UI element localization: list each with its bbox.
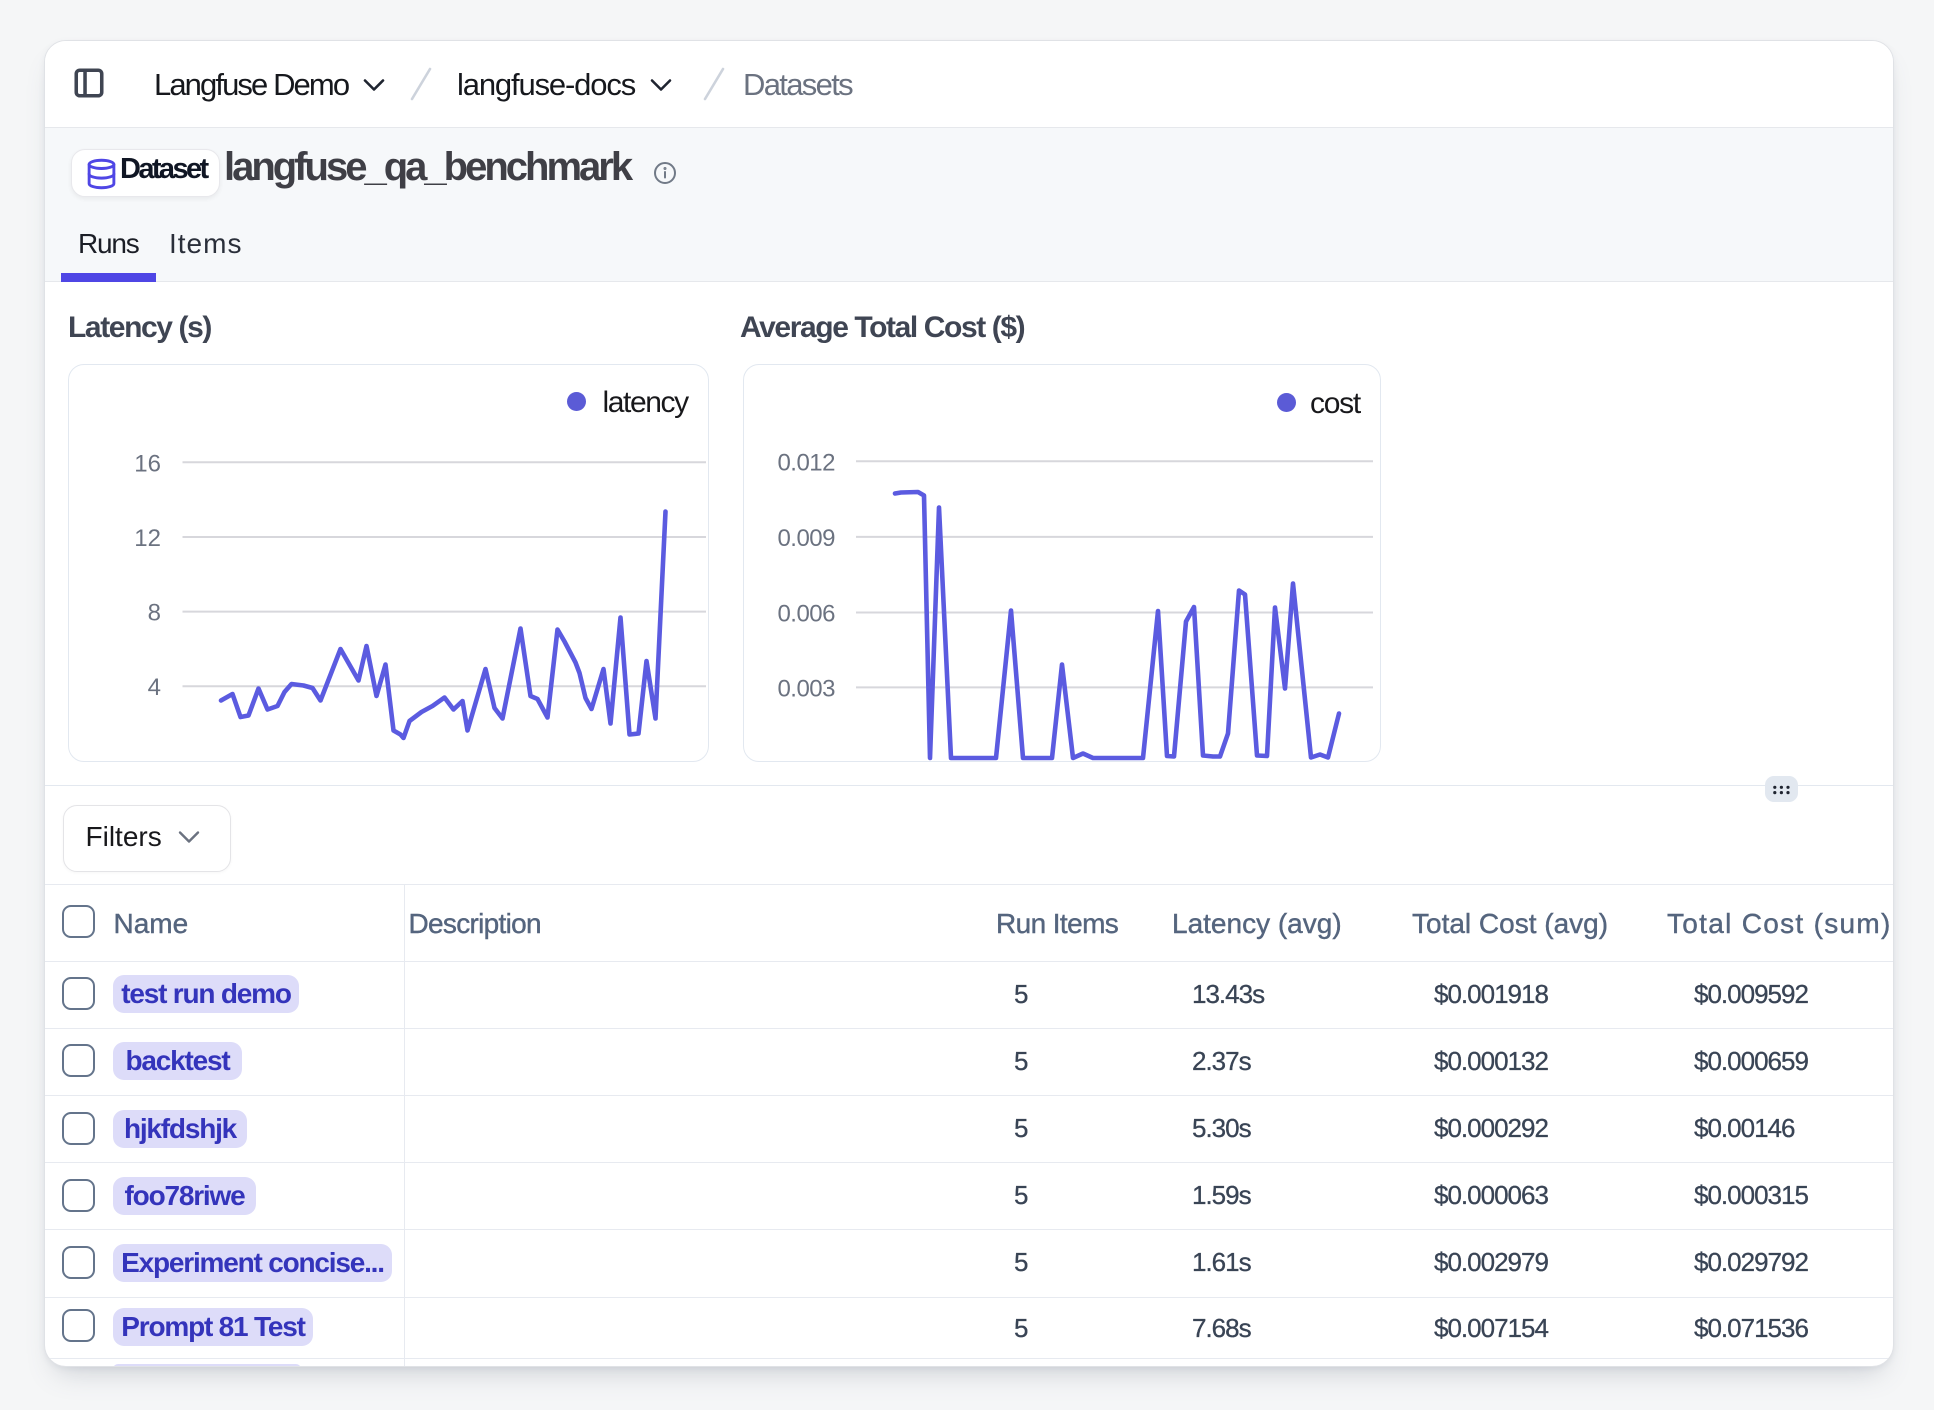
svg-text:8: 8 [148, 599, 161, 626]
svg-text:0.012: 0.012 [777, 449, 835, 476]
svg-text:12: 12 [134, 525, 161, 552]
svg-text:16: 16 [134, 450, 161, 477]
svg-text:0.009: 0.009 [777, 524, 835, 551]
svg-text:0.003: 0.003 [777, 675, 835, 702]
svg-text:cost: cost [1310, 387, 1362, 420]
svg-text:4: 4 [148, 674, 161, 701]
svg-text:0.006: 0.006 [777, 600, 835, 627]
svg-text:latency: latency [603, 386, 690, 419]
